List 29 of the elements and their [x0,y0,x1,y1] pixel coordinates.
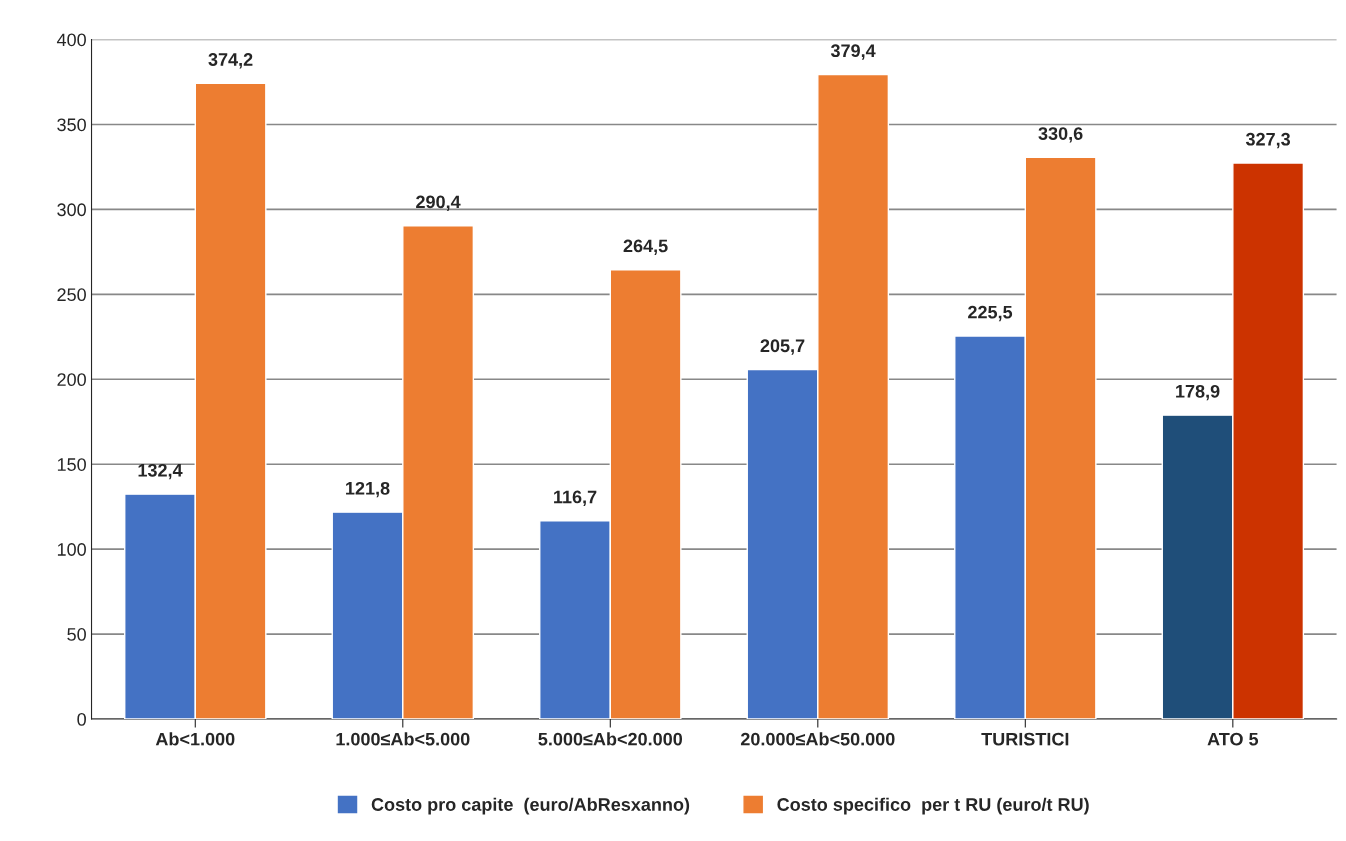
y-tick-label: 200 [57,373,86,387]
data-label: 121,8 [346,481,390,498]
legend-label: Costo pro capite (euro/AbResxanno) [371,797,690,815]
x-tick-label: 5.000≤Ab<20.000 [538,732,683,746]
data-label: 374,2 [208,53,253,69]
data-label: 330,6 [1038,127,1083,143]
data-label: 225,5 [968,305,1013,322]
y-tick-label: 0 [77,712,86,726]
x-tick-label: 1.000≤Ab<5.000 [336,732,470,746]
data-label: 264,5 [623,239,668,255]
y-tick-label: 50 [67,628,86,641]
y-tick-label: 100 [57,543,86,556]
data-label: 132,4 [138,463,183,480]
y-tick-label: 400 [56,33,86,47]
data-label: 379,4 [830,44,876,60]
x-tick-label: TURISTICI [981,732,1069,746]
y-tick-label: 350 [57,118,86,132]
x-tick-label: Ab<1.000 [155,732,235,746]
y-tick-label: 300 [57,203,86,217]
x-tick-label: ATO 5 [1207,732,1259,746]
data-label: 205,7 [760,339,805,355]
y-tick-label: 250 [57,288,86,302]
data-label: 290,4 [416,195,461,211]
x-tick-label: 20.000≤Ab<50.000 [740,732,895,746]
data-label: 327,3 [1245,132,1291,149]
y-tick-label: 150 [57,458,86,471]
data-label: 178,9 [1176,384,1220,401]
legend-label: Costo specifico per t RU (euro/t RU) [777,797,1089,815]
data-label: 116,7 [554,490,597,506]
